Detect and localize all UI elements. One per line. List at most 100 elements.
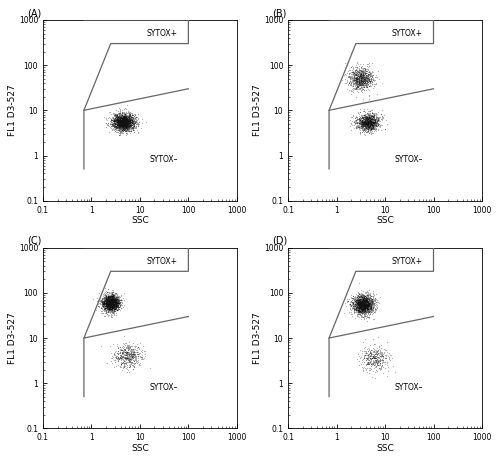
Point — [112, 295, 120, 302]
Point — [374, 353, 382, 361]
Point — [368, 301, 376, 308]
Point — [100, 303, 108, 311]
Point — [366, 360, 374, 367]
Point — [350, 79, 358, 87]
Point — [360, 293, 368, 301]
Point — [378, 121, 386, 129]
Point — [369, 124, 377, 131]
Point — [378, 113, 386, 120]
Point — [368, 298, 376, 305]
Point — [374, 351, 382, 359]
Point — [106, 300, 114, 307]
Point — [368, 113, 376, 120]
Point — [124, 346, 132, 353]
Point — [366, 116, 374, 124]
Point — [108, 292, 116, 300]
Point — [366, 107, 374, 115]
Point — [361, 303, 369, 310]
Point — [363, 304, 371, 312]
Point — [118, 117, 126, 124]
Point — [370, 357, 378, 365]
Point — [368, 121, 376, 129]
Point — [360, 73, 368, 81]
Point — [363, 78, 371, 85]
Point — [117, 120, 125, 128]
Point — [122, 349, 130, 356]
Point — [346, 74, 354, 81]
Point — [368, 117, 376, 124]
Point — [351, 295, 359, 302]
Point — [122, 119, 130, 126]
Point — [106, 299, 114, 307]
Point — [372, 118, 380, 125]
Point — [110, 305, 118, 313]
Point — [94, 296, 102, 303]
Point — [372, 347, 380, 355]
Point — [356, 76, 364, 83]
Point — [102, 306, 110, 313]
Point — [365, 300, 373, 307]
Point — [119, 122, 127, 129]
Point — [373, 91, 381, 98]
Point — [124, 118, 132, 125]
Point — [102, 295, 110, 302]
Point — [357, 118, 365, 125]
Point — [356, 65, 364, 72]
Point — [96, 297, 104, 305]
Point — [364, 287, 372, 294]
Point — [360, 77, 368, 85]
Point — [124, 125, 132, 132]
Point — [360, 294, 368, 301]
Point — [376, 75, 384, 83]
Point — [111, 301, 119, 308]
Point — [356, 299, 364, 306]
Point — [366, 128, 374, 136]
Point — [117, 121, 125, 128]
Point — [362, 119, 370, 126]
Point — [360, 65, 368, 72]
Point — [115, 299, 123, 306]
Point — [350, 77, 358, 84]
Point — [110, 296, 118, 303]
Point — [106, 299, 114, 307]
Point — [122, 115, 130, 123]
Point — [120, 117, 128, 124]
Point — [106, 297, 114, 304]
Point — [123, 118, 131, 126]
Point — [110, 293, 118, 300]
Point — [359, 72, 367, 80]
Point — [362, 354, 370, 361]
Point — [122, 120, 130, 128]
Point — [352, 65, 360, 73]
Point — [351, 298, 359, 305]
Point — [356, 300, 364, 307]
Point — [360, 118, 368, 126]
Point — [372, 356, 380, 364]
Point — [367, 300, 375, 307]
Point — [362, 295, 370, 302]
Point — [359, 117, 367, 124]
Point — [108, 297, 116, 305]
Point — [362, 114, 370, 122]
Point — [124, 350, 132, 358]
Point — [103, 295, 111, 302]
Point — [122, 121, 130, 128]
Point — [366, 311, 374, 318]
Point — [353, 307, 361, 314]
Point — [122, 366, 130, 373]
Point — [362, 317, 370, 325]
Point — [127, 112, 135, 120]
Point — [368, 119, 376, 126]
Point — [117, 123, 125, 130]
Point — [366, 112, 374, 119]
Point — [378, 350, 386, 358]
Point — [360, 75, 368, 83]
Point — [368, 298, 376, 306]
Point — [100, 300, 108, 307]
Point — [118, 121, 126, 128]
Point — [362, 122, 370, 130]
Point — [354, 296, 362, 303]
Point — [105, 301, 113, 309]
Point — [121, 117, 129, 124]
Point — [366, 117, 374, 124]
